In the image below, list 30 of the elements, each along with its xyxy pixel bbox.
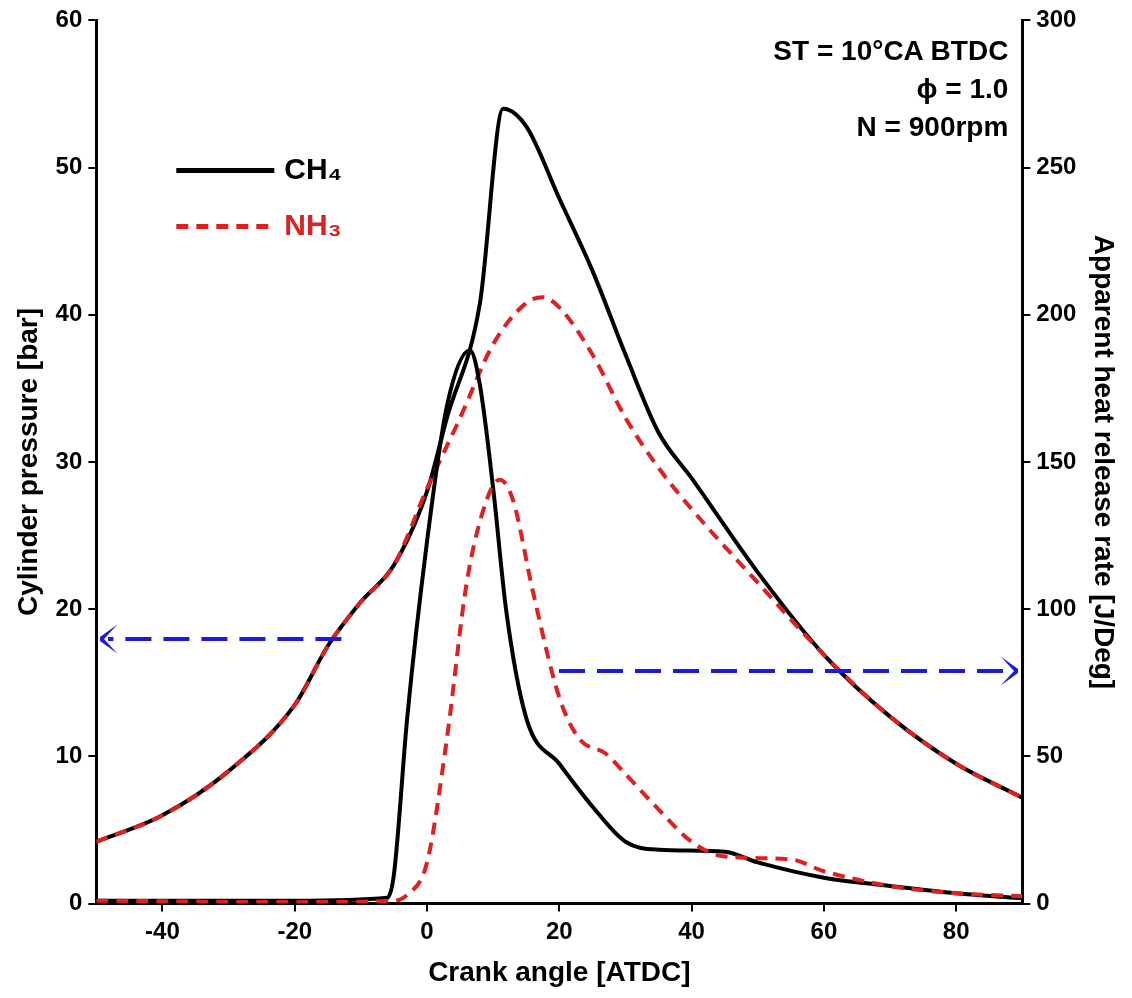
x-tick-label: 40	[678, 916, 705, 944]
y2-tick-label: 200	[1036, 299, 1077, 327]
y-tick-label: 20	[55, 593, 83, 621]
y2-tick-label: 150	[1036, 446, 1077, 474]
x-tick-label: -40	[145, 916, 180, 944]
y2-tick-label: 50	[1036, 741, 1064, 769]
y-tick-label: 10	[55, 741, 83, 769]
y-tick-label: 60	[55, 5, 83, 33]
line-series	[96, 295, 1023, 844]
y2-axis-title: Apparent heat release rate [J/Deg]	[1089, 234, 1121, 690]
y-tick-label: 40	[55, 299, 83, 327]
y-tick-label: 50	[55, 152, 83, 180]
y-tick-label: 0	[68, 888, 83, 916]
x-tick-label: 0	[420, 916, 434, 944]
x-tick-label: 60	[810, 916, 838, 944]
legend-label: NH₃	[284, 207, 342, 241]
y2-tick-label: 250	[1036, 152, 1077, 180]
annotation: ϕ = 1.0	[916, 73, 1009, 105]
x-tick-label: 80	[942, 916, 970, 944]
annotation: N = 900rpm	[856, 111, 1009, 143]
legend-label: CH₄	[284, 151, 342, 185]
y-tick-label: 30	[55, 446, 83, 474]
y-axis-title: Cylinder pressure [bar]	[11, 307, 43, 617]
x-axis-title: Crank angle [ATDC]	[428, 955, 691, 987]
y2-tick-label: 100	[1036, 593, 1077, 621]
x-tick-label: -20	[277, 916, 313, 944]
annotation: ST = 10°CA BTDC	[773, 35, 1009, 67]
y2-tick-label: 300	[1036, 5, 1077, 33]
y2-tick-label: 0	[1036, 888, 1050, 916]
x-tick-label: 20	[545, 916, 573, 944]
